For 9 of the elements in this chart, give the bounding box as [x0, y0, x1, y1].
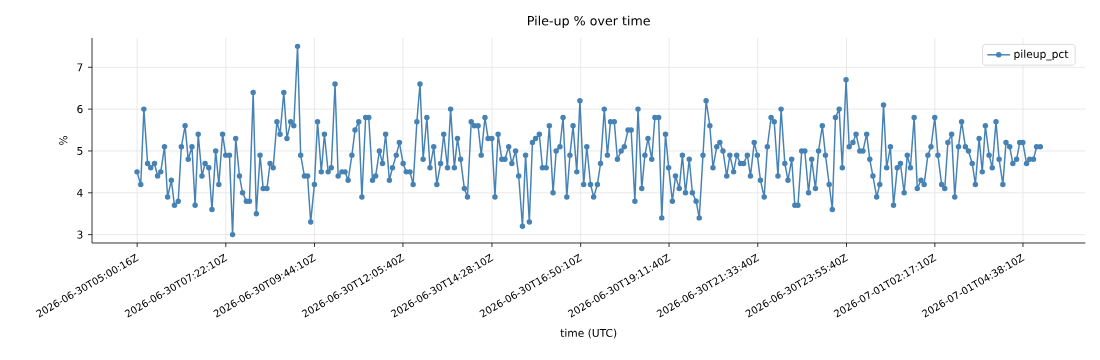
y-tick-label: 6: [77, 105, 83, 114]
y-tick-label: 3: [77, 230, 83, 239]
y-tick-label: 4: [77, 188, 83, 197]
y-axis-title: %: [59, 136, 68, 145]
chart-title: Pile-up % over time: [528, 15, 650, 28]
y-tick-label: 7: [77, 63, 83, 72]
y-tick-label: 5: [77, 146, 83, 155]
x-axis-title: time (UTC): [560, 328, 617, 339]
legend-label: pileup_pct: [1014, 49, 1069, 61]
